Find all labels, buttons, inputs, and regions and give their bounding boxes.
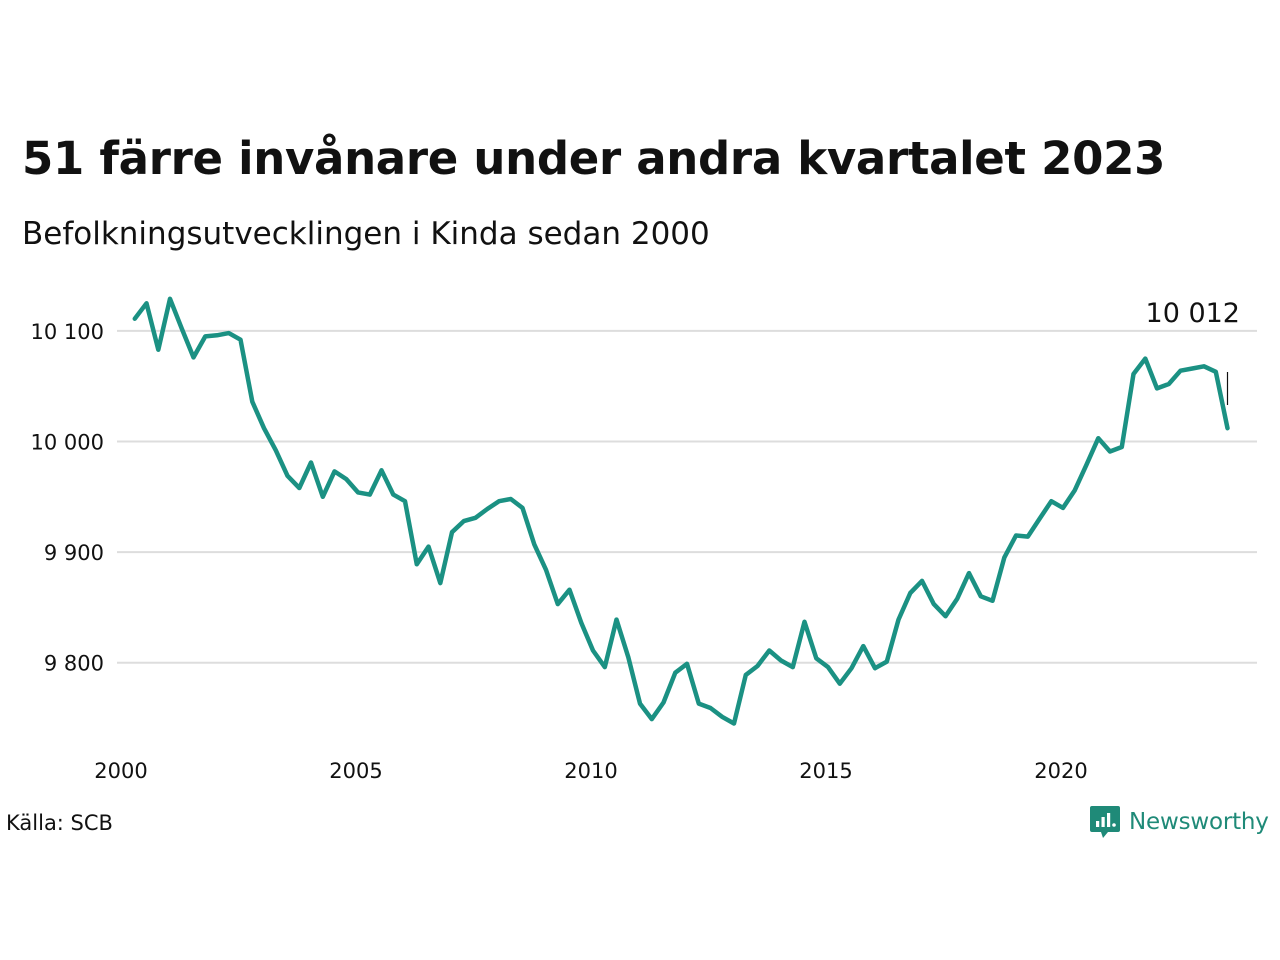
x-tick-label: 2020 bbox=[1034, 759, 1087, 783]
y-tick-label: 9 900 bbox=[44, 541, 104, 565]
source-note: Källa: SCB bbox=[6, 811, 113, 835]
y-axis-labels: 9 800 9 900 10 000 10 100 bbox=[31, 320, 104, 676]
x-tick-label: 2015 bbox=[799, 759, 852, 783]
chart-subtitle: Befolkningsutvecklingen i Kinda sedan 20… bbox=[22, 216, 710, 252]
annotation-layer: 10 012 bbox=[1146, 298, 1240, 405]
y-tick-label: 9 800 bbox=[44, 652, 104, 676]
newsworthy-logo[interactable]: Newsworthy bbox=[1089, 804, 1269, 840]
x-tick-label: 2010 bbox=[564, 759, 617, 783]
y-tick-label: 10 000 bbox=[31, 431, 104, 455]
chart-title: 51 färre invånare under andra kvartalet … bbox=[22, 132, 1166, 185]
population-line bbox=[132, 296, 1230, 726]
grid-lines bbox=[117, 329, 1257, 664]
end-value-label: 10 012 bbox=[1146, 298, 1240, 329]
newsworthy-logo-icon bbox=[1090, 806, 1120, 838]
y-tick-label: 10 100 bbox=[31, 320, 104, 344]
brand-name: Newsworthy bbox=[1129, 809, 1269, 835]
x-axis-labels: 2000 2005 2010 2015 2020 bbox=[94, 759, 1087, 783]
x-tick-label: 2000 bbox=[94, 759, 147, 783]
x-tick-label: 2005 bbox=[329, 759, 382, 783]
series-layer bbox=[132, 296, 1230, 726]
